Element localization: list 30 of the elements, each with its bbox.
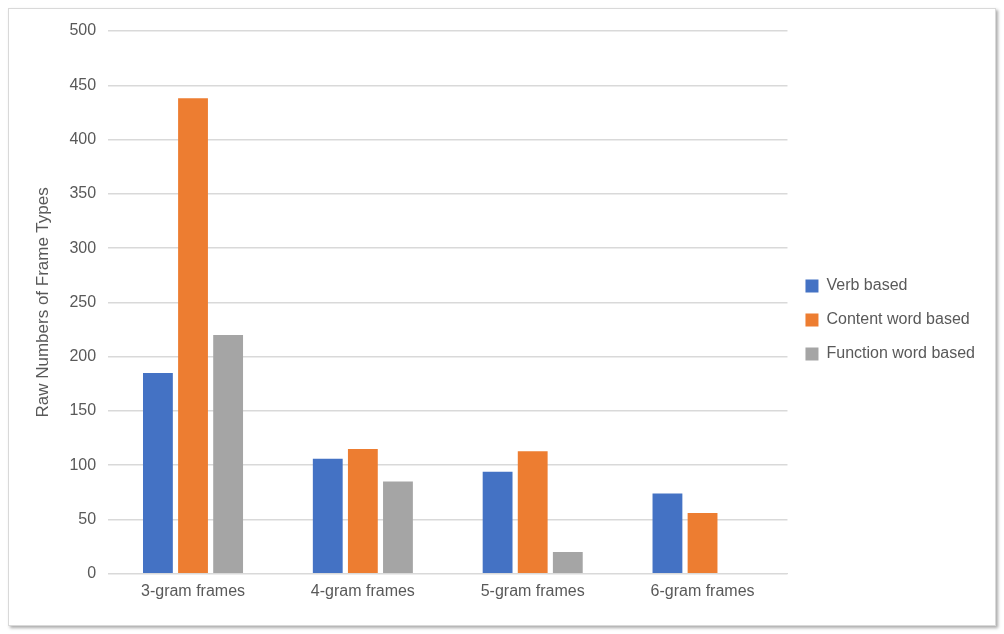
y-axis-title: Raw Numbers of Frame Types [32, 187, 52, 418]
y-tick-label: 400 [69, 129, 97, 147]
y-tick-label: 50 [78, 509, 97, 527]
bar [687, 513, 718, 574]
bar [178, 98, 208, 574]
y-tick-label: 200 [69, 347, 97, 365]
bar [383, 481, 413, 574]
bar [517, 451, 548, 574]
y-tick-label: 250 [69, 292, 97, 310]
x-tick-label: 5-gram frames [480, 581, 585, 599]
bar [652, 493, 683, 574]
bar [552, 552, 583, 574]
legend-label: Content word based [826, 310, 970, 328]
legend-label: Function word based [826, 344, 975, 362]
x-tick-label: 6-gram frames [650, 581, 755, 599]
bar [347, 448, 378, 574]
bar [213, 334, 244, 574]
y-tick-label: 500 [69, 21, 97, 39]
y-tick-label: 450 [69, 75, 97, 93]
legend-label: Verb based [826, 276, 908, 294]
bar [312, 458, 343, 574]
y-tick-label: 150 [69, 401, 97, 419]
y-tick-label: 350 [69, 184, 97, 202]
y-tick-label: 300 [69, 238, 97, 256]
x-tick-label: 4-gram frames [310, 581, 415, 599]
bar [482, 471, 513, 574]
y-tick-label: 0 [87, 564, 97, 582]
bar [143, 372, 173, 574]
x-tick-label: 3-gram frames [141, 581, 246, 599]
y-tick-label: 100 [69, 455, 97, 473]
